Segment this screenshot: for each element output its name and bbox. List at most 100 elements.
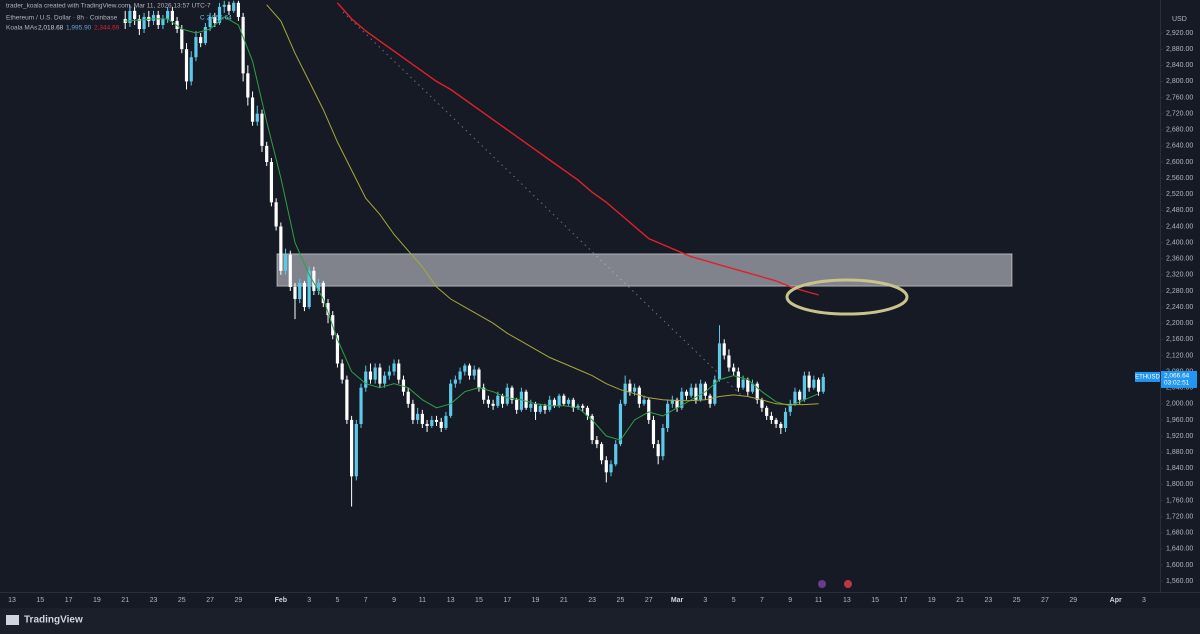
y-tick-label: 2,400.00 bbox=[1166, 239, 1193, 246]
y-tick-label: 1,720.00 bbox=[1166, 513, 1193, 520]
x-tick-label: 25 bbox=[178, 597, 186, 604]
candle-body bbox=[161, 18, 165, 25]
candle-body bbox=[449, 383, 453, 416]
candle-body bbox=[203, 27, 207, 44]
candle-body bbox=[463, 365, 467, 372]
x-tick-label: 13 bbox=[843, 597, 851, 604]
y-tick-label: 2,240.00 bbox=[1166, 304, 1193, 311]
candle-body bbox=[378, 367, 382, 384]
candle-body bbox=[307, 270, 311, 308]
candle-body bbox=[486, 399, 490, 404]
candle-body bbox=[670, 399, 674, 404]
candle-body bbox=[524, 391, 528, 408]
y-tick-label: 2,720.00 bbox=[1166, 110, 1193, 117]
candle-body bbox=[269, 162, 274, 203]
candle-body bbox=[576, 405, 580, 408]
x-tick-label: 5 bbox=[732, 597, 736, 604]
candle-body bbox=[798, 391, 802, 400]
highlight-ellipse bbox=[785, 278, 909, 316]
y-tick-label: 1,760.00 bbox=[1166, 497, 1193, 504]
x-tick-label: 21 bbox=[956, 597, 964, 604]
candle-body bbox=[411, 403, 415, 420]
candle-body bbox=[430, 419, 434, 426]
candle-body bbox=[368, 371, 373, 380]
candle-body bbox=[769, 415, 773, 420]
indicator-value: 2,344.69 bbox=[94, 25, 120, 32]
candle-body bbox=[633, 387, 637, 392]
footer bbox=[0, 608, 1200, 634]
y-tick-label: 2,840.00 bbox=[1166, 62, 1193, 69]
candle-body bbox=[779, 423, 783, 428]
candle-body bbox=[373, 367, 377, 380]
candle-body bbox=[609, 464, 613, 473]
candle-body bbox=[274, 202, 278, 227]
candle-body bbox=[453, 379, 457, 384]
x-tick-label: 13 bbox=[8, 597, 16, 604]
candle-body bbox=[623, 383, 627, 404]
x-tick-label: 27 bbox=[206, 597, 214, 604]
candle-body bbox=[675, 399, 679, 408]
candle-body bbox=[279, 226, 283, 271]
candle-body bbox=[519, 391, 523, 410]
candle-body bbox=[217, 6, 222, 23]
candle-body bbox=[416, 413, 420, 420]
y-tick-label: 1,800.00 bbox=[1166, 481, 1193, 488]
candle-body bbox=[684, 391, 689, 396]
y-tick-label: 2,280.00 bbox=[1166, 288, 1193, 295]
candle-body bbox=[472, 369, 476, 376]
candle-body bbox=[406, 391, 410, 404]
candle-body bbox=[774, 419, 778, 424]
y-tick-label: 2,200.00 bbox=[1166, 320, 1193, 327]
candle-body bbox=[708, 395, 712, 404]
candle-body bbox=[265, 145, 269, 163]
x-tick-label: 9 bbox=[788, 597, 792, 604]
y-tick-label: 1,960.00 bbox=[1166, 417, 1193, 424]
candle-body bbox=[335, 335, 340, 364]
candle-body bbox=[199, 37, 203, 44]
candle-body bbox=[128, 10, 132, 23]
candle-body bbox=[656, 444, 660, 457]
indicator-value: 2,018.68 bbox=[38, 25, 64, 32]
y-tick-label: 1,880.00 bbox=[1166, 449, 1193, 456]
x-tick-label: 17 bbox=[503, 597, 511, 604]
candle-body bbox=[302, 282, 307, 308]
y-tick-label: 2,040.00 bbox=[1166, 385, 1193, 392]
plot-area bbox=[123, 0, 1013, 507]
x-tick-label: 15 bbox=[475, 597, 483, 604]
x-tick-label: Feb bbox=[275, 597, 287, 604]
y-tick-label: 2,680.00 bbox=[1166, 127, 1193, 134]
candle-body bbox=[137, 18, 141, 30]
candle-body bbox=[477, 369, 481, 388]
candle-body bbox=[250, 97, 255, 122]
candle-body bbox=[680, 391, 684, 408]
candle-body bbox=[359, 387, 363, 424]
candle-body bbox=[571, 399, 575, 408]
y-tick-label: 2,880.00 bbox=[1166, 46, 1193, 53]
candle-body bbox=[793, 391, 797, 404]
candle-body bbox=[557, 395, 561, 406]
x-tick-label: 11 bbox=[419, 597, 426, 604]
x-tick-label: 27 bbox=[645, 597, 653, 604]
candle-body bbox=[170, 10, 174, 21]
candle-body bbox=[345, 379, 349, 420]
candle-body bbox=[151, 14, 156, 21]
x-tick-label: 9 bbox=[392, 597, 396, 604]
candle-body bbox=[694, 387, 698, 400]
candle-body bbox=[189, 57, 193, 82]
last-price: C 2,066.64 bbox=[200, 15, 232, 22]
candle-body bbox=[232, 2, 236, 11]
x-tick-label: 23 bbox=[984, 597, 992, 604]
x-tick-label: 19 bbox=[93, 597, 101, 604]
candle-body bbox=[316, 282, 321, 291]
price-tag-symbol: ETHUSD bbox=[1135, 375, 1160, 381]
x-tick-label: 15 bbox=[871, 597, 879, 604]
brand-logo: TradingView bbox=[6, 615, 83, 626]
x-tick-label: 3 bbox=[703, 597, 707, 604]
candle-body bbox=[821, 376, 825, 392]
x-tick-label: 7 bbox=[364, 597, 368, 604]
indicator-name: Koala MAs bbox=[6, 25, 38, 32]
x-tick-label: 21 bbox=[121, 597, 129, 604]
y-tick-label: 1,600.00 bbox=[1166, 562, 1193, 569]
candle-body bbox=[180, 29, 184, 50]
candle-body bbox=[283, 254, 288, 271]
